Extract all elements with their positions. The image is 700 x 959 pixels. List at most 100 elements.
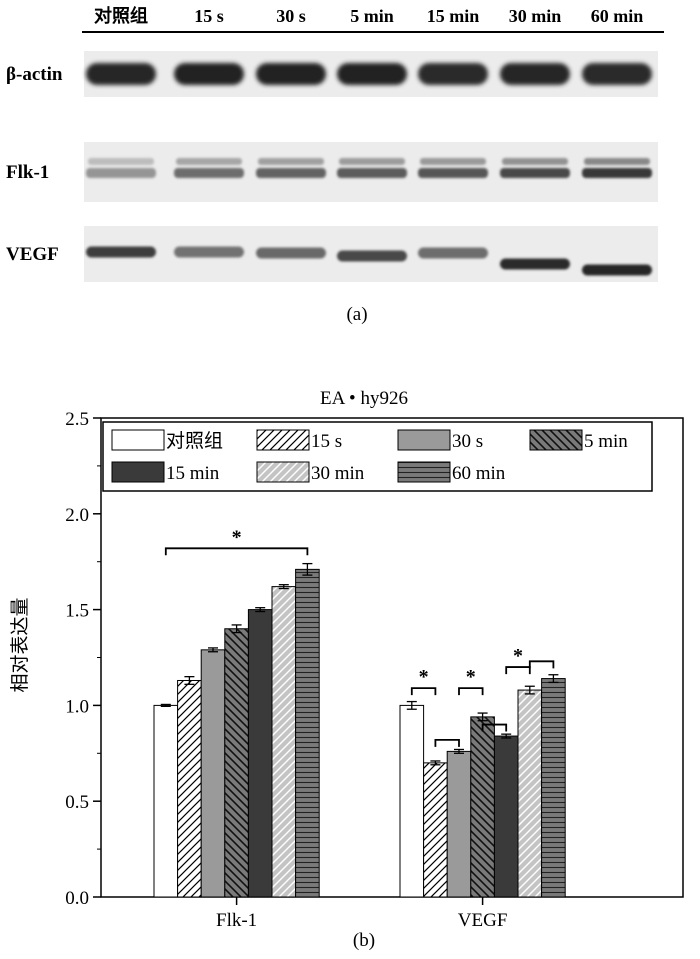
western-blot-panel: 对照组 15 s 30 s 5 min 15 min 30 min 60 min β-act…: [6, 5, 664, 325]
lane-label: 15 s: [194, 6, 224, 26]
blot-band-upper: [502, 158, 568, 165]
panel-b-caption: (b): [353, 930, 375, 951]
legend-label: 30 min: [311, 463, 365, 484]
bar: [470, 716, 495, 898]
blot-band: [174, 63, 244, 85]
legend-swatch: [256, 429, 310, 451]
legend-label: 60 min: [452, 463, 506, 484]
chart-bars: [153, 562, 566, 898]
bar: [517, 689, 543, 898]
legend-swatch: [111, 429, 165, 451]
bar: [153, 704, 179, 898]
legend-label: 5 min: [584, 431, 628, 452]
significance-bracket: [434, 738, 460, 747]
blot-band: [337, 63, 407, 85]
chart-title: EA • hy926: [320, 388, 408, 409]
blot-band: [582, 168, 652, 178]
significance-marker: *: [466, 666, 476, 688]
y-axis-label: 相对表达量: [9, 597, 31, 692]
blot-band-upper: [584, 158, 650, 165]
y-tick-label: 1.0: [65, 696, 89, 717]
significance-bracket: [164, 547, 309, 556]
y-tick-label: 2.5: [65, 409, 89, 430]
blot-band: [86, 63, 156, 85]
blot-band: [418, 63, 488, 85]
blot-band-upper: [176, 158, 242, 165]
blot-band: [86, 246, 156, 258]
blot-label: VEGF: [6, 244, 59, 265]
legend-swatch: [256, 461, 310, 483]
significance-bracket: [528, 660, 555, 669]
lane-label: 30 s: [276, 6, 306, 26]
lane-label: 对照组: [94, 5, 148, 26]
blot-band: [582, 264, 652, 276]
legend-label: 对照组: [166, 430, 223, 452]
significance-bracket: [410, 687, 437, 696]
legend-swatch: [111, 461, 165, 483]
blot-band-upper: [258, 158, 324, 165]
bar: [423, 762, 448, 898]
blot-band: [582, 63, 652, 85]
x-tick-label: Flk-1: [216, 910, 257, 931]
significance-brackets: * * * *: [164, 526, 555, 747]
blot-band-upper: [88, 158, 154, 165]
legend-swatch: [529, 429, 583, 451]
blot-rows: β-actin Flk-1 VEGF: [6, 51, 658, 282]
y-tick-label: 1.5: [65, 601, 89, 622]
legend-swatch: [397, 461, 451, 483]
legend-label: 15 s: [311, 431, 342, 452]
bar: [271, 586, 297, 898]
blot-band: [418, 247, 488, 259]
chart-legend: 对照组 15 s 30 s 5 min 15 min 30 min 60 min: [102, 421, 653, 492]
bar: [177, 679, 202, 898]
blot-band: [500, 168, 570, 178]
blot-row: β-actin: [6, 51, 658, 97]
panel-a-caption: (a): [346, 304, 367, 325]
bar: [399, 704, 425, 898]
bar: [493, 735, 519, 898]
chart-axes: 0.0 0.5 1.0 1.5 2.0 2.5 Flk-1 VEGF: [65, 409, 684, 931]
blot-label: Flk-1: [6, 162, 49, 183]
blot-band: [256, 247, 326, 259]
bar-chart-panel: EA • hy926 0.0 0.5 1.0 1.5 2.0 2.5 Flk-1 VEGF *…: [9, 388, 684, 951]
legend-label: 15 min: [166, 463, 220, 484]
blot-band: [337, 250, 407, 262]
bar: [247, 609, 273, 898]
lane-label: 60 min: [591, 6, 644, 26]
blot-band: [256, 63, 326, 85]
significance-bracket: [458, 687, 484, 696]
lane-label: 15 min: [427, 6, 480, 26]
lane-labels: 对照组 15 s 30 s 5 min 15 min 30 min 60 min: [94, 5, 643, 26]
blot-label: β-actin: [6, 64, 63, 85]
significance-marker: *: [232, 526, 242, 548]
bar: [295, 568, 320, 898]
blot-band: [174, 246, 244, 258]
y-tick-label: 0.5: [65, 792, 89, 813]
blot-band: [174, 168, 244, 178]
blot-band: [337, 168, 407, 178]
significance-bracket: [481, 723, 508, 732]
blot-band: [418, 168, 488, 178]
blot-band: [86, 168, 156, 178]
blot-band: [256, 168, 326, 178]
significance-bracket: [505, 666, 531, 675]
significance-marker: *: [513, 645, 523, 667]
blot-band-upper: [420, 158, 486, 165]
significance-marker: *: [419, 666, 429, 688]
blot-row: VEGF: [6, 226, 658, 282]
y-tick-label: 0.0: [65, 888, 89, 909]
lane-label: 30 min: [509, 6, 562, 26]
blot-band: [500, 258, 570, 270]
blot-band-upper: [339, 158, 405, 165]
blot-row: Flk-1: [6, 142, 658, 202]
bar: [224, 628, 249, 898]
x-tick-label: VEGF: [458, 910, 508, 931]
legend-label: 30 s: [452, 431, 483, 452]
lane-label: 5 min: [350, 6, 394, 26]
bar: [200, 649, 226, 898]
y-tick-label: 2.0: [65, 505, 89, 526]
legend-swatch: [397, 429, 451, 451]
blot-band: [500, 63, 570, 85]
bar: [541, 678, 566, 898]
